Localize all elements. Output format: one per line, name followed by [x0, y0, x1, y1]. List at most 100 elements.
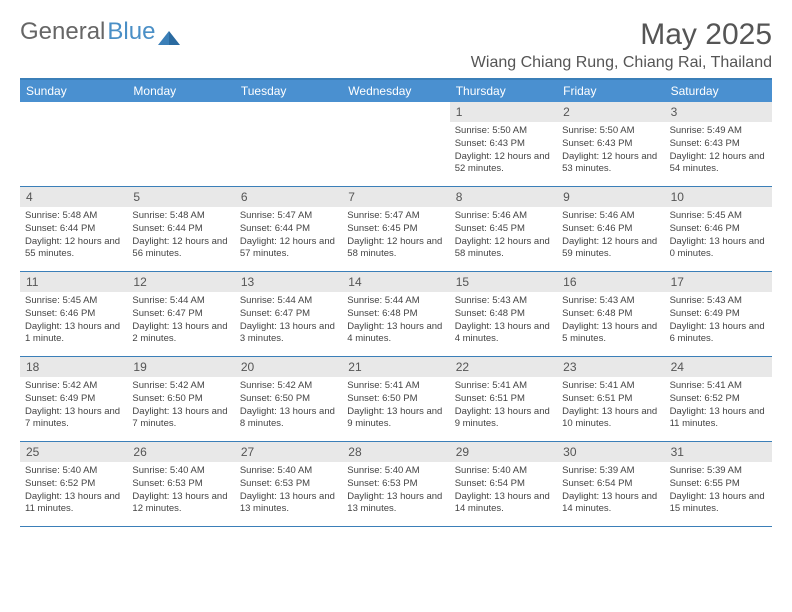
day-cell: 24Sunrise: 5:41 AMSunset: 6:52 PMDayligh… [665, 357, 772, 441]
sunset-text: Sunset: 6:49 PM [670, 308, 767, 321]
day-number: 15 [450, 272, 557, 292]
sunset-text: Sunset: 6:55 PM [670, 478, 767, 491]
day-number: 25 [20, 442, 127, 462]
sunset-text: Sunset: 6:54 PM [455, 478, 552, 491]
day-cell: 4Sunrise: 5:48 AMSunset: 6:44 PMDaylight… [20, 187, 127, 271]
day-cell: 28Sunrise: 5:40 AMSunset: 6:53 PMDayligh… [342, 442, 449, 526]
daylight-text: Daylight: 12 hours and 56 minutes. [132, 236, 229, 262]
daylight-text: Daylight: 13 hours and 9 minutes. [347, 406, 444, 432]
daylight-text: Daylight: 13 hours and 14 minutes. [455, 491, 552, 517]
daylight-text: Daylight: 12 hours and 52 minutes. [455, 151, 552, 177]
daylight-text: Daylight: 13 hours and 9 minutes. [455, 406, 552, 432]
daylight-text: Daylight: 12 hours and 55 minutes. [25, 236, 122, 262]
weekday-label: Thursday [450, 80, 557, 102]
day-number: 9 [557, 187, 664, 207]
sunrise-text: Sunrise: 5:46 AM [562, 210, 659, 223]
day-detail: Sunrise: 5:48 AMSunset: 6:44 PMDaylight:… [127, 207, 234, 265]
day-cell: 9Sunrise: 5:46 AMSunset: 6:46 PMDaylight… [557, 187, 664, 271]
day-cell: 1Sunrise: 5:50 AMSunset: 6:43 PMDaylight… [450, 102, 557, 186]
sunset-text: Sunset: 6:48 PM [347, 308, 444, 321]
day-number: 28 [342, 442, 449, 462]
day-number: 3 [665, 102, 772, 122]
sunset-text: Sunset: 6:46 PM [670, 223, 767, 236]
day-cell [235, 102, 342, 186]
week-row: 25Sunrise: 5:40 AMSunset: 6:52 PMDayligh… [20, 442, 772, 527]
sunset-text: Sunset: 6:43 PM [670, 138, 767, 151]
sunset-text: Sunset: 6:50 PM [347, 393, 444, 406]
day-number: 24 [665, 357, 772, 377]
day-number: 20 [235, 357, 342, 377]
day-detail: Sunrise: 5:46 AMSunset: 6:45 PMDaylight:… [450, 207, 557, 265]
day-cell: 21Sunrise: 5:41 AMSunset: 6:50 PMDayligh… [342, 357, 449, 441]
calendar: Sunday Monday Tuesday Wednesday Thursday… [20, 78, 772, 527]
day-detail: Sunrise: 5:48 AMSunset: 6:44 PMDaylight:… [20, 207, 127, 265]
day-detail: Sunrise: 5:43 AMSunset: 6:48 PMDaylight:… [450, 292, 557, 350]
day-number: 5 [127, 187, 234, 207]
day-cell: 6Sunrise: 5:47 AMSunset: 6:44 PMDaylight… [235, 187, 342, 271]
sunrise-text: Sunrise: 5:44 AM [132, 295, 229, 308]
day-detail: Sunrise: 5:40 AMSunset: 6:53 PMDaylight:… [342, 462, 449, 520]
day-cell: 16Sunrise: 5:43 AMSunset: 6:48 PMDayligh… [557, 272, 664, 356]
day-number: 19 [127, 357, 234, 377]
sunrise-text: Sunrise: 5:40 AM [240, 465, 337, 478]
sunrise-text: Sunrise: 5:43 AM [455, 295, 552, 308]
location: Wiang Chiang Rung, Chiang Rai, Thailand [471, 54, 772, 72]
daylight-text: Daylight: 13 hours and 11 minutes. [25, 491, 122, 517]
day-detail: Sunrise: 5:42 AMSunset: 6:50 PMDaylight:… [235, 377, 342, 435]
sunset-text: Sunset: 6:47 PM [132, 308, 229, 321]
day-cell: 13Sunrise: 5:44 AMSunset: 6:47 PMDayligh… [235, 272, 342, 356]
day-detail: Sunrise: 5:50 AMSunset: 6:43 PMDaylight:… [557, 122, 664, 180]
sunset-text: Sunset: 6:48 PM [562, 308, 659, 321]
day-cell: 22Sunrise: 5:41 AMSunset: 6:51 PMDayligh… [450, 357, 557, 441]
weekday-label: Monday [127, 80, 234, 102]
day-number: 23 [557, 357, 664, 377]
day-number: 4 [20, 187, 127, 207]
daylight-text: Daylight: 12 hours and 53 minutes. [562, 151, 659, 177]
week-row: 4Sunrise: 5:48 AMSunset: 6:44 PMDaylight… [20, 187, 772, 272]
day-number: 31 [665, 442, 772, 462]
daylight-text: Daylight: 13 hours and 10 minutes. [562, 406, 659, 432]
sunset-text: Sunset: 6:43 PM [562, 138, 659, 151]
sunset-text: Sunset: 6:46 PM [25, 308, 122, 321]
brand-text-2: Blue [107, 18, 155, 46]
day-number: 29 [450, 442, 557, 462]
daylight-text: Daylight: 13 hours and 14 minutes. [562, 491, 659, 517]
weekday-label: Tuesday [235, 80, 342, 102]
sunset-text: Sunset: 6:47 PM [240, 308, 337, 321]
sunrise-text: Sunrise: 5:40 AM [25, 465, 122, 478]
daylight-text: Daylight: 13 hours and 11 minutes. [670, 406, 767, 432]
sunset-text: Sunset: 6:44 PM [132, 223, 229, 236]
sunrise-text: Sunrise: 5:42 AM [240, 380, 337, 393]
brand-text-1: General [20, 18, 105, 46]
day-number: 30 [557, 442, 664, 462]
day-cell: 18Sunrise: 5:42 AMSunset: 6:49 PMDayligh… [20, 357, 127, 441]
sunrise-text: Sunrise: 5:50 AM [562, 125, 659, 138]
day-detail: Sunrise: 5:40 AMSunset: 6:54 PMDaylight:… [450, 462, 557, 520]
sunrise-text: Sunrise: 5:48 AM [25, 210, 122, 223]
sunrise-text: Sunrise: 5:41 AM [455, 380, 552, 393]
day-cell: 31Sunrise: 5:39 AMSunset: 6:55 PMDayligh… [665, 442, 772, 526]
weekday-label: Wednesday [342, 80, 449, 102]
day-number: 17 [665, 272, 772, 292]
sunrise-text: Sunrise: 5:48 AM [132, 210, 229, 223]
day-cell: 11Sunrise: 5:45 AMSunset: 6:46 PMDayligh… [20, 272, 127, 356]
sunset-text: Sunset: 6:50 PM [240, 393, 337, 406]
day-number: 11 [20, 272, 127, 292]
day-detail: Sunrise: 5:44 AMSunset: 6:47 PMDaylight:… [127, 292, 234, 350]
sunset-text: Sunset: 6:52 PM [25, 478, 122, 491]
day-cell: 23Sunrise: 5:41 AMSunset: 6:51 PMDayligh… [557, 357, 664, 441]
day-detail: Sunrise: 5:41 AMSunset: 6:52 PMDaylight:… [665, 377, 772, 435]
daylight-text: Daylight: 13 hours and 13 minutes. [347, 491, 444, 517]
day-cell: 7Sunrise: 5:47 AMSunset: 6:45 PMDaylight… [342, 187, 449, 271]
day-number: 16 [557, 272, 664, 292]
weekday-label: Friday [557, 80, 664, 102]
sunrise-text: Sunrise: 5:46 AM [455, 210, 552, 223]
day-number: 8 [450, 187, 557, 207]
daylight-text: Daylight: 13 hours and 3 minutes. [240, 321, 337, 347]
sunset-text: Sunset: 6:45 PM [347, 223, 444, 236]
day-detail: Sunrise: 5:43 AMSunset: 6:48 PMDaylight:… [557, 292, 664, 350]
daylight-text: Daylight: 13 hours and 4 minutes. [455, 321, 552, 347]
sunrise-text: Sunrise: 5:43 AM [670, 295, 767, 308]
day-cell: 10Sunrise: 5:45 AMSunset: 6:46 PMDayligh… [665, 187, 772, 271]
daylight-text: Daylight: 13 hours and 2 minutes. [132, 321, 229, 347]
